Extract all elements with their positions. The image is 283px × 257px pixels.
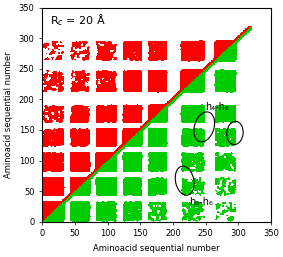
Text: h₄-h₆: h₄-h₆ — [205, 102, 229, 112]
Text: h₃-h₆: h₃-h₆ — [189, 197, 213, 207]
Text: R$_c$ = 20 Å: R$_c$ = 20 Å — [50, 12, 106, 28]
Y-axis label: Aminoacid sequential number: Aminoacid sequential number — [4, 51, 13, 178]
X-axis label: Aminoacid sequential number: Aminoacid sequential number — [93, 244, 220, 253]
